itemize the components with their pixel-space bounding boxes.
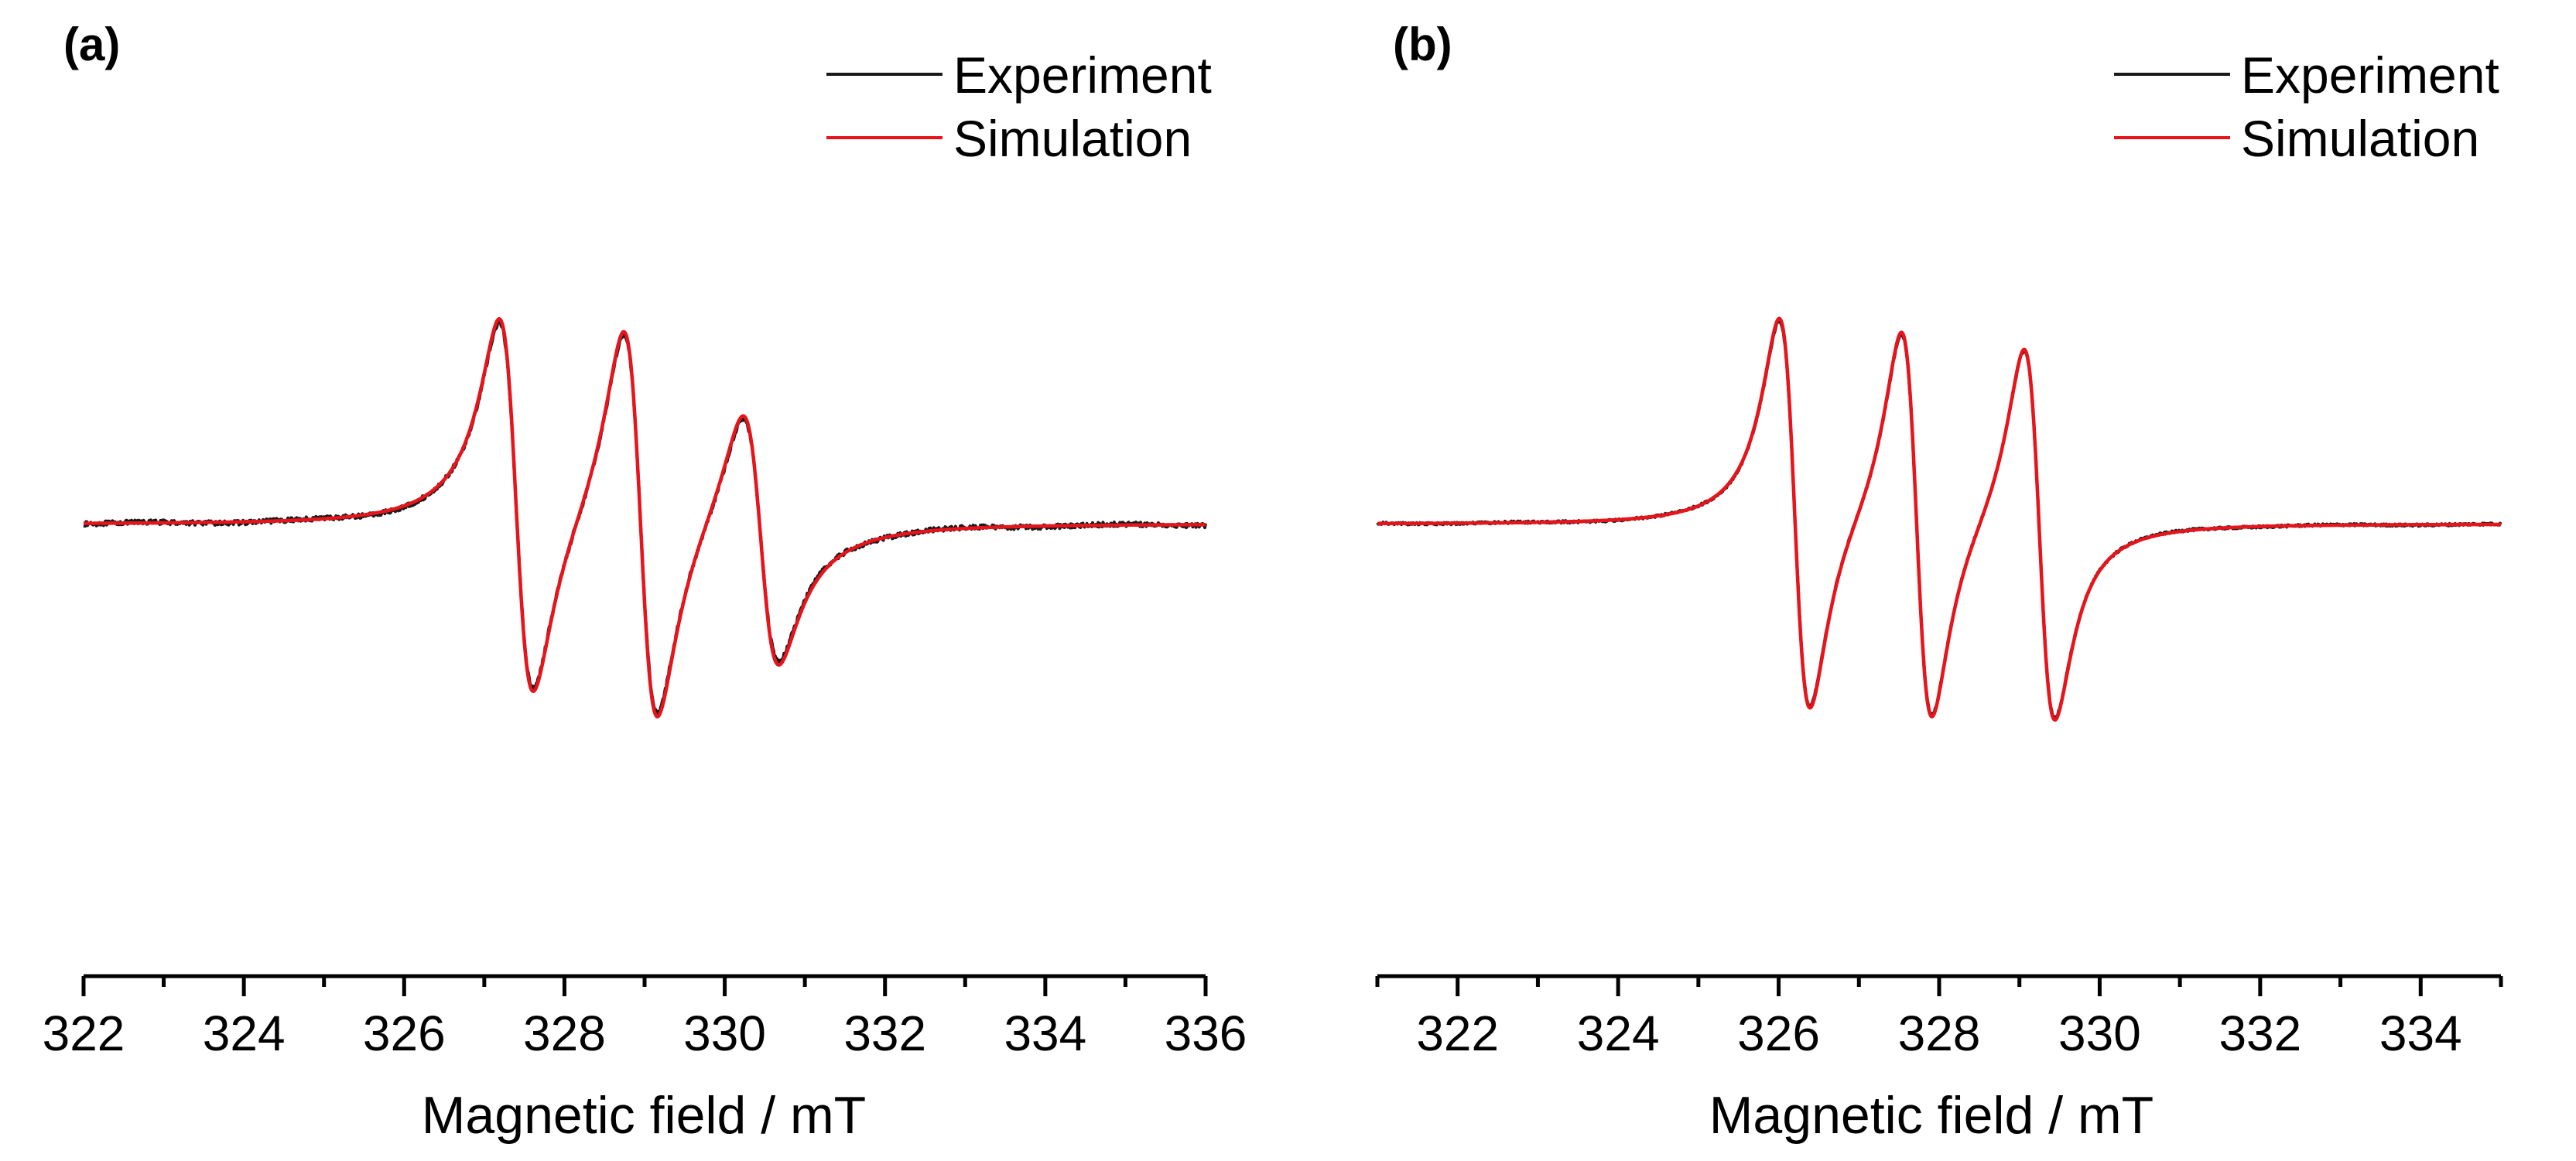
panel-b-x-axis-title: Magnetic field / mT bbox=[1709, 1086, 2154, 1145]
panel-a-x-axis: 322 324 326 328 330 332 334 336 Magnetic field … bbox=[43, 974, 1247, 1145]
panel-b-label: (b) bbox=[1393, 19, 1452, 70]
panel-a-tick-label-334: 334 bbox=[1004, 1006, 1086, 1061]
panel-b-legend: Experiment Simulation bbox=[2114, 46, 2499, 167]
panel-b-tick-label-332: 332 bbox=[2219, 1006, 2301, 1061]
panel-a-legend-simulation-label: Simulation bbox=[953, 110, 1192, 167]
panel-a-x-ticks bbox=[81, 976, 1208, 996]
panel-a-tick-label-330: 330 bbox=[683, 1006, 766, 1061]
panel-b-tick-label-328: 328 bbox=[1898, 1006, 1981, 1061]
panel-b-tick-label-322: 322 bbox=[1416, 1006, 1499, 1061]
panel-b-tick-label-334: 334 bbox=[2379, 1006, 2462, 1061]
panel-b-series-experiment bbox=[1376, 319, 2502, 721]
panel-b-legend-simulation-label: Simulation bbox=[2241, 110, 2479, 167]
panel-a-x-axis-title: Magnetic field / mT bbox=[422, 1086, 866, 1145]
panel-a-tick-label-332: 332 bbox=[843, 1006, 926, 1061]
panel-b-legend-experiment-label: Experiment bbox=[2241, 46, 2499, 104]
panel-b-series bbox=[1376, 316, 2502, 722]
panel-a-legend-experiment-label: Experiment bbox=[953, 46, 1212, 104]
panel-b-x-ticks bbox=[1375, 976, 2503, 996]
panel-b: (b) Experiment Simulation 322 324 326 328 33… bbox=[1375, 19, 2503, 1145]
panel-b-x-tick-labels: 322 324 326 328 330 332 334 bbox=[1416, 1006, 2461, 1061]
panel-a-tick-label-326: 326 bbox=[363, 1006, 446, 1061]
panel-b-x-axis: 322 324 326 328 330 332 334 Magnetic field / m… bbox=[1375, 974, 2503, 1145]
panel-a-legend: Experiment Simulation bbox=[826, 46, 1212, 167]
panel-a-series-simulation bbox=[82, 317, 1207, 719]
panel-a-tick-label-328: 328 bbox=[523, 1006, 606, 1061]
panel-a-label: (a) bbox=[63, 19, 120, 70]
panel-a-series-experiment bbox=[83, 319, 1207, 715]
panel-b-tick-label-330: 330 bbox=[2058, 1006, 2141, 1061]
panel-a-series bbox=[82, 317, 1207, 719]
panel-a-x-tick-labels: 322 324 326 328 330 332 334 336 bbox=[43, 1006, 1247, 1061]
panel-b-tick-label-324: 324 bbox=[1577, 1006, 1660, 1061]
panel-a-tick-label-336: 336 bbox=[1165, 1006, 1247, 1061]
panel-a-tick-label-322: 322 bbox=[43, 1006, 125, 1061]
panel-b-series-simulation bbox=[1376, 316, 2502, 722]
panel-a-tick-label-324: 324 bbox=[203, 1006, 286, 1061]
panel-a: (a) Experiment Simulation 322 324 326 328 33… bbox=[43, 19, 1247, 1145]
panel-b-tick-label-326: 326 bbox=[1737, 1006, 1820, 1061]
